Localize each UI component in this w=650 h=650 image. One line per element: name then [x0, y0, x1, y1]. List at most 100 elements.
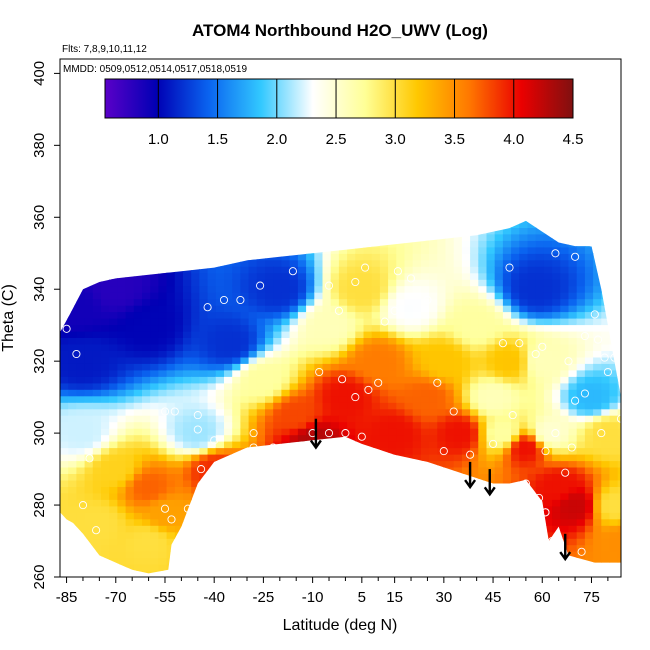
field-cell [486, 318, 496, 326]
field-cell [60, 253, 69, 261]
field-cell [125, 441, 135, 449]
field-cell [593, 518, 602, 526]
field-cell [420, 434, 430, 442]
field-cell [355, 208, 364, 215]
field-cell [560, 434, 570, 442]
field-cell [511, 298, 520, 306]
field-cell [420, 441, 430, 449]
field-cell [486, 356, 496, 364]
field-cell [584, 499, 594, 507]
field-cell [215, 447, 225, 455]
field-cell [379, 544, 389, 552]
field-cell [584, 441, 594, 449]
field-cell [101, 220, 110, 228]
field-cell [388, 305, 397, 313]
field-cell [240, 538, 250, 546]
field-cell [576, 564, 586, 572]
field-cell [215, 408, 225, 416]
field-cell [486, 363, 496, 371]
field-cell [265, 512, 274, 520]
field-cell [576, 499, 586, 507]
x-tick-label: -10 [302, 589, 324, 606]
field-cell [281, 557, 291, 565]
field-cell [166, 538, 176, 546]
field-cell [379, 466, 389, 474]
field-cell [355, 544, 365, 552]
field-cell [224, 350, 233, 358]
field-cell [404, 279, 414, 287]
field-cell [330, 415, 340, 423]
field-cell [314, 350, 324, 358]
field-cell [150, 343, 159, 351]
field-cell [461, 518, 471, 526]
field-cell [388, 479, 397, 487]
field-cell [207, 324, 217, 332]
field-cell [76, 479, 86, 487]
field-cell [527, 460, 537, 468]
field-cell [330, 505, 340, 513]
field-cell [527, 220, 537, 222]
field-cell [494, 479, 504, 487]
field-cell [461, 492, 471, 500]
field-cell [576, 220, 586, 222]
field-cell [92, 460, 102, 468]
field-cell [92, 279, 102, 287]
field-cell [609, 512, 619, 520]
field-cell [470, 538, 479, 546]
field-cell [297, 460, 307, 468]
field-cell [519, 389, 529, 397]
field-cell [256, 466, 266, 474]
field-cell [535, 441, 545, 449]
field-cell [445, 292, 455, 300]
field-cell [84, 343, 94, 351]
field-cell [68, 395, 77, 403]
field-cell [125, 538, 135, 546]
field-cell [429, 350, 438, 358]
field-cell [207, 369, 217, 377]
field-cell [347, 486, 356, 494]
field-cell [224, 272, 233, 280]
field-cell [166, 292, 176, 300]
field-cell [109, 266, 118, 274]
field-cell [470, 311, 479, 319]
field-cell [363, 279, 373, 287]
field-cell [207, 272, 217, 280]
field-cell [584, 460, 594, 468]
field-cell [593, 253, 602, 261]
field-cell [437, 447, 447, 455]
field-cell [133, 220, 143, 228]
field-cell [388, 298, 397, 306]
field-cell [92, 473, 102, 481]
field-cell [101, 318, 110, 326]
field-cell [584, 454, 594, 462]
field-cell [396, 285, 406, 293]
field-cell [470, 557, 479, 565]
field-cell [552, 356, 561, 364]
field-cell [552, 350, 561, 358]
field-cell [445, 318, 455, 326]
field-cell [183, 466, 192, 474]
field-cell [396, 544, 406, 552]
field-cell [371, 531, 381, 539]
field-cell [101, 421, 110, 429]
field-cell [576, 512, 586, 520]
field-cell [92, 499, 102, 507]
field-cell [560, 311, 570, 319]
field-cell [347, 512, 356, 520]
field-cell [125, 343, 135, 351]
field-cell [511, 531, 520, 539]
field-cell [166, 266, 176, 274]
field-cell [224, 538, 233, 546]
field-cell [215, 324, 225, 332]
field-cell [478, 428, 488, 436]
field-cell [404, 389, 414, 397]
field-cell [142, 233, 151, 241]
field-cell [552, 473, 561, 481]
field-cell [338, 395, 348, 403]
field-cell [207, 428, 217, 436]
field-cell [461, 305, 471, 313]
field-cell [355, 227, 365, 235]
field-cell [76, 473, 86, 481]
field-cell [355, 538, 365, 546]
field-cell [379, 337, 389, 345]
